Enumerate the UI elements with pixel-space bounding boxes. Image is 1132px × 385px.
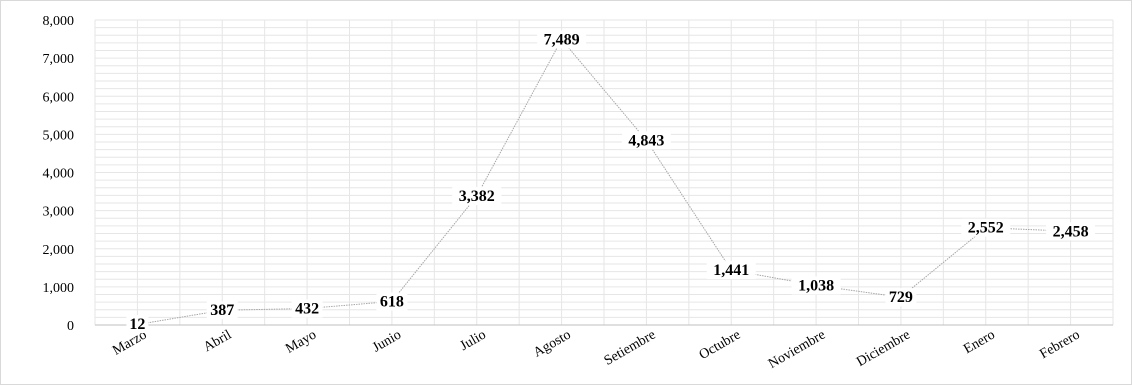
y-tick-label: 3,000 <box>43 205 75 220</box>
x-tick-label: Noviembre <box>766 327 828 371</box>
data-label-bg <box>621 131 671 150</box>
x-tick-label: Febrero <box>1037 327 1082 362</box>
x-tick-label: Enero <box>961 327 997 357</box>
series-line <box>137 38 1071 326</box>
data-label: 729 <box>889 289 913 306</box>
y-tick-label: 2,000 <box>43 243 75 258</box>
data-labels: 12 387 432 618 3,382 7,489 4,843 1,441 1,038 729 2… <box>126 30 1096 333</box>
x-tick-label: Abril <box>201 327 234 355</box>
y-tick-label: 8,000 <box>43 14 75 29</box>
data-label-bg <box>452 187 502 206</box>
y-tick-label: 4,000 <box>43 167 75 182</box>
data-label-bg <box>291 299 323 318</box>
data-label-bg <box>376 292 408 311</box>
y-tick-label: 6,000 <box>43 90 75 105</box>
x-tick-label: Agosto <box>531 327 574 360</box>
data-label-bg <box>1046 222 1096 241</box>
y-tick-label: 7,000 <box>43 52 75 67</box>
y-tick-label: 1,000 <box>43 281 75 296</box>
data-label: 387 <box>210 302 234 319</box>
y-axis: 0 1,000 2,000 3,000 4,000 5,000 6,000 7,000 8,00… <box>43 14 75 334</box>
series <box>137 38 1071 326</box>
data-label: 2,552 <box>968 220 1004 237</box>
data-label-bg <box>961 218 1011 237</box>
x-tick-label: Mayo <box>283 327 319 356</box>
x-tick-label: Octubre <box>697 327 744 363</box>
x-tick-label: Julio <box>458 327 489 354</box>
data-label-bg <box>706 261 756 280</box>
data-label: 12 <box>129 316 145 333</box>
gridlines <box>94 19 1114 326</box>
data-label: 1,038 <box>798 277 834 294</box>
data-label: 1,441 <box>713 262 749 279</box>
data-label: 3,382 <box>459 188 495 205</box>
data-label: 432 <box>295 301 319 318</box>
data-label-bg <box>126 315 149 333</box>
data-label: 7,489 <box>544 31 580 48</box>
x-axis: Marzo Abril Mayo Junio Julio Agosto Setiembre O… <box>95 324 1113 372</box>
x-tick-label: Diciembre <box>854 327 913 370</box>
x-tick-label: Setiembre <box>602 327 659 368</box>
data-label: 618 <box>380 293 404 310</box>
data-label-bg <box>206 301 238 320</box>
y-tick-label: 5,000 <box>43 128 75 143</box>
x-tick-label: Junio <box>370 327 404 355</box>
data-label: 2,458 <box>1053 223 1089 240</box>
data-label-bg <box>537 30 587 49</box>
y-tick-label: 0 <box>67 319 74 334</box>
data-label-bg <box>791 276 841 295</box>
data-label: 4,843 <box>628 132 664 149</box>
data-label-bg <box>885 288 917 307</box>
